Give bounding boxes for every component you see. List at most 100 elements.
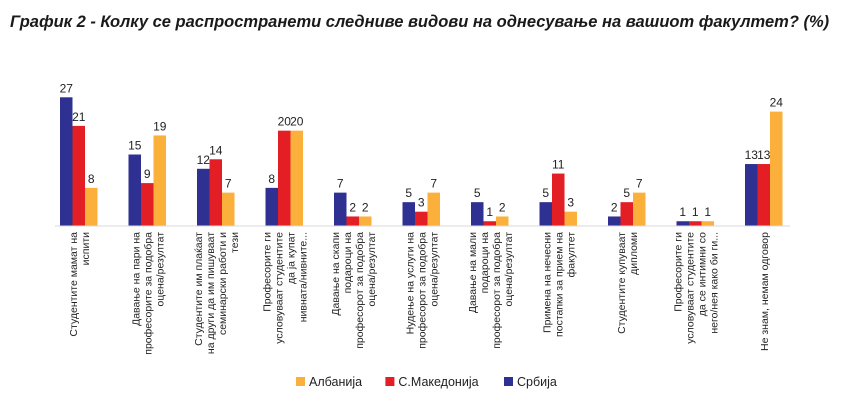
bar-9-2 [701,221,714,226]
value-label-8-0: 2 [611,200,618,214]
value-label-7-1: 11 [552,158,565,172]
category-label-line: факултет [565,232,577,278]
value-label-3-2: 20 [290,115,304,129]
value-label-8-1: 5 [623,186,630,200]
bar-1-1 [141,183,154,226]
bar-0-2 [85,187,98,226]
category-label-line: оцена/резултат [366,232,378,307]
category-label-6: Давање на малиподароци напрофесорот за п… [467,232,515,349]
value-label-5-1: 3 [418,196,425,210]
category-label-line: Професорите ги [261,232,273,312]
value-label-9-0: 1 [679,205,686,219]
value-label-5-2: 7 [430,177,437,191]
bar-6-0 [471,202,484,226]
value-label-2-1: 14 [209,143,223,157]
category-label-line: да ја купат [285,232,297,284]
value-label-3-1: 20 [278,115,292,129]
value-label-10-1: 13 [757,148,771,162]
value-label-6-2: 2 [499,200,506,214]
category-label-1: Давање на пари напрофесорите за подобрао… [130,232,166,355]
category-label-5: Нудење на услуги напрофесорот за подобра… [404,232,440,349]
bar-10-0 [745,164,758,226]
bar-1-2 [153,135,166,226]
bar-7-0 [539,202,552,226]
value-label-4-0: 7 [337,177,344,191]
category-label-line: Студентите мамат на [68,232,80,337]
value-label-6-0: 5 [474,186,481,200]
bar-4-2 [359,216,372,226]
bar-3-1 [278,130,291,226]
value-label-9-1: 1 [692,205,699,219]
category-label-line: условуваат студентите [684,232,696,344]
legend: Албанија С.Македонија Србија [296,375,557,389]
value-label-7-2: 3 [567,196,574,210]
category-label-line: условуваат студентите [273,232,285,344]
bar-8-0 [608,216,621,226]
category-label-line: дипломи [628,232,640,275]
category-label-line: Не знам, немам одговор [759,232,771,351]
legend-swatch-1 [385,377,395,386]
value-label-2-0: 12 [197,153,211,167]
category-label-line: испити [80,232,92,265]
value-label-7-0: 5 [542,186,549,200]
bar-7-1 [552,173,565,226]
category-label-line: семинарски работи и [217,232,229,335]
legend-swatch-2 [504,377,513,386]
category-label-line: да се интимни со [696,232,708,316]
category-label-2: Студентите им плаќаатна други да им пишу… [193,232,241,354]
category-label-0: Студентите мамат наиспити [68,232,92,337]
bar-0-1 [72,125,85,226]
bar-10-2 [770,111,783,226]
category-label-7: Примена на нечеснипостапки за прием нафа… [541,232,577,337]
value-label-4-2: 2 [362,200,369,214]
value-label-2-2: 7 [225,177,232,191]
bar-4-0 [334,192,347,226]
bar-1-0 [128,154,141,226]
bar-7-2 [564,211,577,226]
bar-0-0 [60,97,73,226]
value-label-0-0: 27 [60,81,74,95]
category-label-line: оцена/резултат [503,232,515,307]
category-label-8: Студентите купуваатдипломи [616,232,640,334]
legend-label-2: Србија [517,375,557,389]
bars-layer [60,97,783,226]
category-labels-layer: Студентите мамат наиспити Давање на пари … [68,232,771,355]
category-label-line: нивната/нивните... [297,232,309,322]
category-label-line: оцена/резултат [154,232,166,307]
value-label-9-2: 1 [704,205,711,219]
value-label-1-1: 9 [144,167,151,181]
bar-2-1 [209,159,222,226]
category-label-9: Професорите гиусловуваат студентитеда се… [672,232,720,344]
category-label-line: Студентите купуваат [616,232,628,334]
value-label-8-2: 7 [636,177,643,191]
bar-2-0 [197,168,210,226]
category-label-line: Студентите им плаќаат [193,232,205,346]
category-label-3: Професорите гиусловуваат студентитеда ја… [261,232,309,344]
value-label-0-2: 8 [88,172,95,186]
legend-label-0: Албанија [309,375,362,389]
value-label-0-1: 21 [72,110,86,124]
category-label-line: него/нея како би ги... [708,232,720,334]
bar-8-2 [633,192,646,226]
bar-3-0 [265,187,278,226]
category-label-10: Не знам, немам одговор [759,232,771,351]
bar-9-1 [689,221,702,226]
legend-label-1: С.Македонија [398,375,478,389]
category-label-line: на други да им пишуваат [205,232,217,354]
category-label-line: професорите за подобра [142,232,154,355]
category-label-line: професорот за подобра [416,232,428,349]
bar-3-2 [290,130,303,226]
legend-swatch-0 [296,377,305,386]
category-label-line: постапки за прием на [553,232,565,337]
bar-4-1 [346,216,359,226]
category-label-line: професорот за подобра [491,232,503,349]
value-label-1-2: 19 [153,119,167,133]
category-label-line: Нудење на услуги на [404,232,416,334]
category-label-line: Примена на нечесни [541,232,553,333]
bar-5-1 [415,211,428,226]
value-label-5-0: 5 [405,186,412,200]
category-label-line: Давање на скапи [330,232,342,316]
value-label-3-0: 8 [268,172,275,186]
